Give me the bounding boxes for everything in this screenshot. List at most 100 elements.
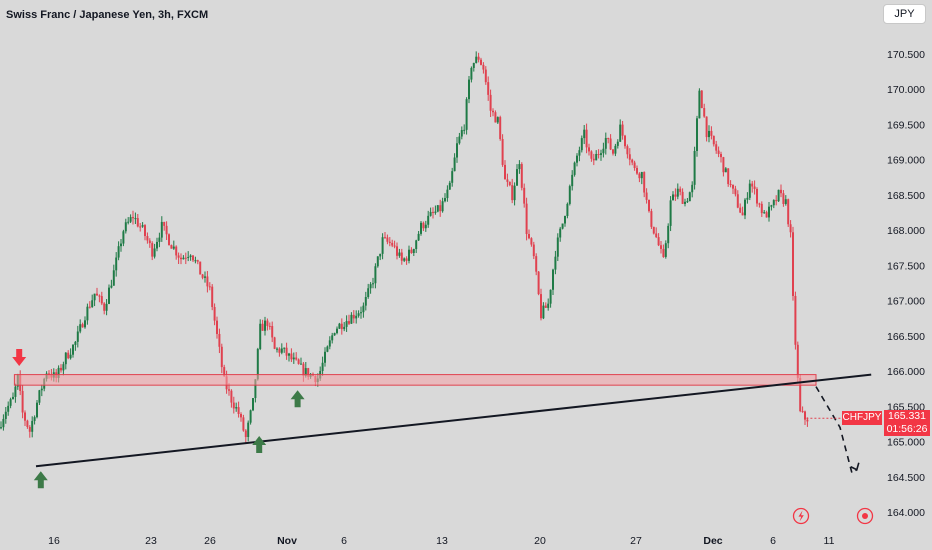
candle-body — [664, 243, 667, 257]
candle-body — [489, 94, 492, 111]
candle — [472, 62, 475, 72]
candle-body — [352, 314, 355, 319]
candle-body — [372, 283, 374, 285]
candle — [348, 314, 350, 326]
candle-body — [2, 418, 5, 428]
candle-body — [420, 222, 422, 234]
candle-body — [187, 256, 190, 258]
candle — [350, 312, 353, 324]
candle-body — [242, 417, 245, 431]
y-tick-label: 169.500 — [887, 119, 925, 131]
candle — [619, 119, 622, 143]
candle-body — [547, 303, 550, 308]
candle-body — [374, 266, 377, 284]
candle — [340, 318, 343, 335]
candle-body — [307, 368, 310, 377]
candle-body — [506, 179, 509, 182]
candle-body — [429, 211, 432, 216]
candle — [288, 352, 290, 362]
candle-body — [444, 198, 446, 202]
candle-body — [189, 255, 192, 257]
last-price-label: 165.331 01:56:26 — [884, 410, 930, 436]
candle-body — [758, 203, 761, 205]
candle-body — [177, 255, 180, 258]
candle-body — [350, 314, 353, 324]
x-tick-label: 6 — [770, 535, 776, 547]
candle — [396, 242, 398, 260]
candle — [218, 328, 221, 354]
candle-body — [391, 242, 394, 246]
candle — [652, 226, 655, 235]
candle-body — [556, 237, 559, 257]
candle — [31, 416, 34, 438]
chart-title: Swiss Franc / Japanese Yen, 3h, FXCM — [6, 9, 209, 21]
candle-body — [364, 297, 367, 306]
candle — [744, 198, 746, 220]
flash-icon[interactable] — [792, 507, 810, 525]
candle-body — [777, 189, 780, 202]
candle-body — [460, 130, 463, 137]
candle-body — [259, 323, 262, 349]
candle-body — [175, 246, 178, 256]
candle-body — [626, 146, 629, 155]
candle-body — [751, 183, 754, 187]
candle-body — [331, 335, 334, 341]
candle — [93, 293, 96, 307]
candle — [621, 120, 624, 140]
candle — [525, 197, 528, 241]
candle-body — [763, 212, 766, 214]
candle — [206, 271, 209, 293]
candle — [328, 336, 331, 350]
candle — [573, 161, 576, 177]
y-tick-label: 170.500 — [887, 49, 925, 61]
candle-body — [362, 305, 365, 313]
candle — [501, 134, 504, 167]
candle-body — [304, 368, 307, 376]
y-tick-label: 166.500 — [887, 331, 925, 343]
y-tick-label: 167.500 — [887, 260, 925, 272]
candle — [768, 202, 770, 222]
x-tick-label: Nov — [277, 535, 297, 547]
candle — [103, 302, 106, 315]
candle — [720, 151, 722, 163]
candle — [211, 284, 214, 311]
candle — [712, 135, 715, 147]
candle — [230, 389, 233, 408]
candle-body — [472, 62, 475, 68]
candle — [415, 239, 418, 254]
candle — [134, 212, 137, 225]
candle — [0, 421, 2, 430]
candle-body — [772, 200, 775, 206]
candle-body — [261, 323, 264, 331]
candle-body — [676, 188, 679, 197]
candle-body — [201, 274, 204, 278]
candle-body — [192, 255, 194, 261]
candle-body — [657, 237, 660, 246]
candle — [638, 172, 641, 183]
candle — [727, 168, 730, 187]
candle-body — [796, 344, 799, 378]
candle-body — [703, 108, 706, 117]
candle — [127, 217, 130, 225]
candle — [432, 207, 434, 219]
record-icon[interactable] — [856, 507, 874, 525]
candle — [600, 149, 602, 161]
candle-body — [0, 427, 2, 429]
candle — [739, 203, 742, 214]
candle-body — [446, 189, 449, 199]
candle — [26, 419, 29, 429]
candle-body — [98, 295, 101, 297]
candle — [484, 66, 487, 85]
candle-body — [204, 276, 206, 278]
candle — [237, 401, 240, 418]
candle-body — [789, 224, 792, 233]
candle-body — [540, 294, 542, 319]
candle — [194, 256, 197, 264]
x-tick-label: 23 — [145, 535, 157, 547]
candle-body — [357, 313, 360, 316]
candle-layer — [0, 51, 809, 443]
candle — [688, 191, 691, 202]
currency-button[interactable]: JPY — [883, 4, 926, 24]
candle — [192, 255, 194, 263]
